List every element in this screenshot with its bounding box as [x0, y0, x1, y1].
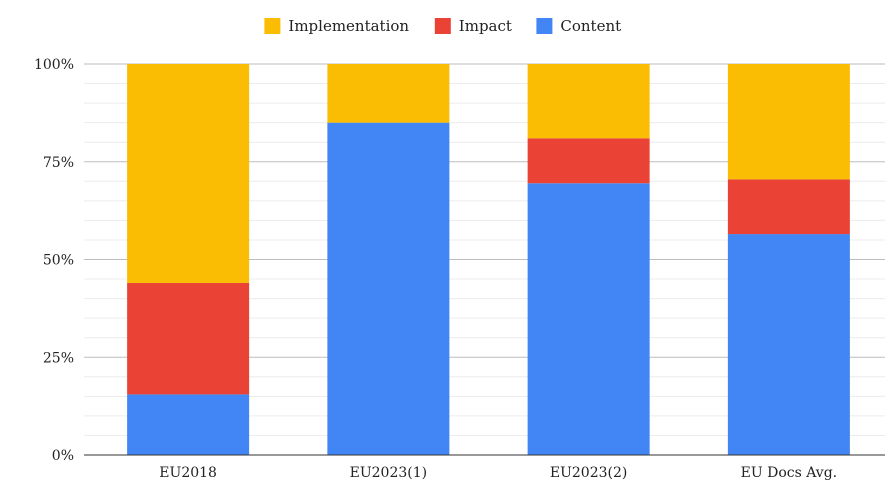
legend-swatch: [434, 18, 451, 34]
legend-label: Implementation: [288, 17, 409, 35]
y-tick-label: 50%: [43, 253, 74, 269]
bars: [127, 64, 850, 456]
bar-segment-impact: [127, 282, 250, 395]
legend-item-implementation: Implementation: [264, 17, 409, 35]
axes: 0% 25% 50% 75% 100% EU2018 EU2023(1) EU2023(2) E…: [34, 57, 885, 481]
y-tick-label: 100%: [34, 57, 74, 73]
legend-item-content: Content: [536, 17, 621, 35]
bar-segment-implementation: [127, 64, 250, 283]
y-tick-label: 25%: [43, 350, 74, 366]
bar-segment-content: [727, 234, 850, 455]
x-tick-label: EU2023(1): [350, 465, 427, 481]
x-tick-label: EU Docs Avg.: [741, 465, 837, 481]
bar-segment-implementation: [527, 64, 650, 139]
bar-segment-implementation: [727, 64, 850, 180]
legend-swatch: [536, 18, 553, 34]
legend-swatch: [264, 18, 281, 34]
y-tick-label: 75%: [43, 155, 74, 171]
legend-label: Content: [560, 17, 621, 35]
bar-segment-implementation: [327, 64, 450, 123]
x-tick-label: EU2023(2): [550, 465, 627, 481]
bar-segment-content: [127, 394, 250, 455]
legend-item-impact: Impact: [434, 17, 512, 35]
bar-segment-content: [327, 122, 450, 456]
bar-segment-content: [527, 183, 650, 455]
legend-label: Impact: [459, 17, 512, 35]
legend: Implementation Impact Content: [264, 17, 621, 35]
bar-segment-impact: [527, 138, 650, 184]
x-tick-label: EU2018: [159, 465, 217, 481]
bar-segment-impact: [727, 179, 850, 235]
y-tick-label: 0%: [52, 448, 74, 464]
